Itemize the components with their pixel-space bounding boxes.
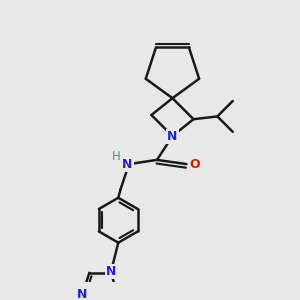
Text: H: H — [112, 150, 121, 163]
Text: N: N — [76, 288, 87, 300]
Text: N: N — [167, 130, 178, 142]
Text: N: N — [122, 158, 133, 171]
Text: N: N — [106, 265, 116, 278]
Text: O: O — [189, 158, 200, 171]
